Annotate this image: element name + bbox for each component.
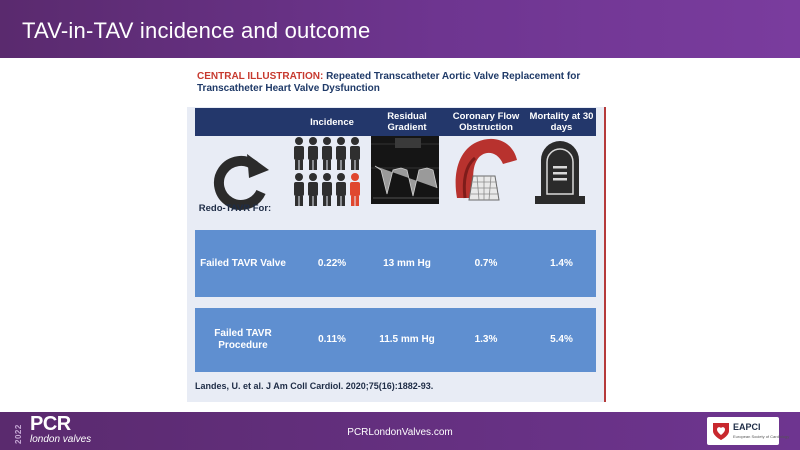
central-illustration: CENTRAL ILLUSTRATION: Repeated Transcath… [187, 67, 606, 402]
eapci-subtitle: European Society of Cardiology [733, 434, 790, 439]
cell-gradient: 13 mm Hg [383, 257, 431, 269]
cell-gradient: 11.5 mm Hg [379, 334, 435, 345]
cell-incidence: 0.11% [318, 334, 346, 345]
highlighted-person-icon [350, 173, 360, 206]
col-head-gradient: Residual Gradient [387, 111, 427, 133]
cell-incidence: 0.22% [317, 257, 347, 269]
pcr-logo: PCR [30, 413, 71, 435]
table-row: Failed TAVR Valve 0.22% 13 mm Hg 0.7% 1.… [195, 230, 596, 297]
redo-arrow-icon [213, 154, 269, 210]
eapci-text: EAPCI [733, 422, 761, 432]
footer-url: PCRLondonValves.com [347, 427, 453, 438]
row-label: Failed TAVR Procedure [214, 328, 272, 351]
heart-shield-icon [713, 423, 729, 440]
col-head-coronary: Coronary Flow Obstruction [452, 111, 520, 133]
table-row: Failed TAVR Procedure 0.11% 11.5 mm Hg 1… [195, 308, 596, 372]
cell-coronary: 0.7% [474, 257, 498, 269]
column-header-band: Incidence Residual Gradient Coronary Flo… [195, 108, 596, 136]
cell-coronary: 1.3% [474, 334, 498, 345]
citation: Landes, U. et al. J Am Coll Cardiol. 202… [195, 381, 434, 391]
redo-tavr-label: Redo-TAVR For: [198, 203, 272, 214]
coronary-valve-icon [455, 138, 517, 201]
cell-mortality: 1.4% [550, 257, 573, 269]
figure-header-text: Repeated Transcatheter Aortic Valve Repl… [197, 71, 581, 94]
figure-header-prefix: CENTRAL ILLUSTRATION: [197, 71, 324, 82]
doppler-echo-icon [371, 136, 439, 204]
row-label: Failed TAVR Valve [200, 257, 286, 269]
icon-row [213, 136, 585, 210]
people-icon [294, 137, 360, 206]
col-head-incidence: Incidence [310, 116, 354, 128]
title-bar [0, 0, 800, 58]
pcr-logo-subtitle: london valves [30, 434, 92, 445]
cell-mortality: 5.4% [550, 334, 573, 345]
slide-title: TAV-in-TAV incidence and outcome [22, 18, 371, 43]
header-separator [187, 101, 606, 107]
footer-bar [0, 412, 800, 450]
eapci-logo: EAPCI European Society of Cardiology [707, 417, 789, 445]
figure-header: CENTRAL ILLUSTRATION: Repeated Transcath… [187, 67, 606, 101]
col-head-mortality: Mortality at 30 days [529, 111, 594, 133]
tombstone-icon [535, 141, 585, 204]
